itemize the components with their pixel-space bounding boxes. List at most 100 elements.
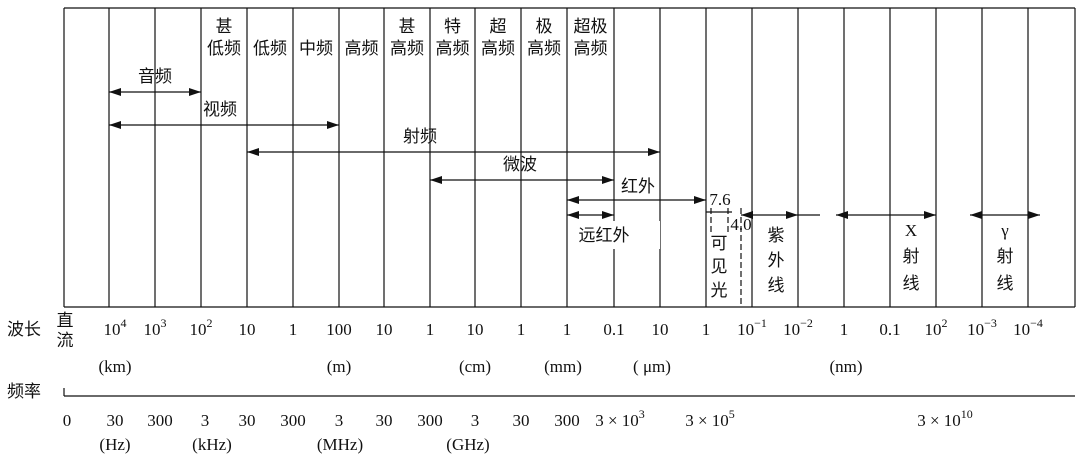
arrow-label: 红外 (621, 177, 655, 196)
arrow-head (327, 121, 339, 129)
band-label: 高频 (574, 39, 608, 58)
frequency-tick-base: 30 (107, 411, 124, 430)
wavelength-tick-exp: −2 (800, 316, 813, 330)
dc-label: 直 (57, 311, 74, 330)
edge-label: 4.0 (730, 215, 751, 234)
arrow-head (1028, 211, 1040, 219)
wavelength-tick-base: 10 (967, 320, 984, 339)
wavelength-tick-exp: 2 (942, 316, 948, 330)
arrow-label: 视频 (203, 100, 237, 119)
wavelength-tick-base: 1 (840, 320, 849, 339)
unit-label: (mm) (544, 357, 582, 376)
unit-label: (kHz) (192, 435, 232, 454)
region-label: 射 (903, 247, 920, 266)
region-label: γ (1000, 221, 1009, 240)
band-label: 低频 (253, 39, 287, 58)
arrow-head (694, 196, 706, 204)
wavelength-tick: 1 (702, 320, 711, 339)
band-label: 高频 (436, 39, 470, 58)
dc-label: 流 (57, 331, 74, 350)
frequency-tick-base: 300 (417, 411, 443, 430)
wavelength-tick-base: 10 (737, 320, 754, 339)
wavelength-tick: 1 (426, 320, 435, 339)
unit-label: (cm) (459, 357, 491, 376)
frequency-tick-exp: 5 (729, 407, 735, 421)
frequency-tick: 30 (376, 411, 393, 430)
wavelength-tick: 10 (239, 320, 256, 339)
wavelength-tick-base: 10 (652, 320, 669, 339)
wavelength-tick: 10−4 (1013, 316, 1043, 339)
unit-label: ( μm) (633, 357, 671, 376)
frequency-tick-base: 300 (147, 411, 173, 430)
region-label: 线 (768, 276, 785, 295)
band-label: 特 (444, 17, 461, 36)
wavelength-tick-base: 1 (563, 320, 572, 339)
wavelength-tick: 103 (144, 316, 167, 339)
unit-label: (km) (98, 357, 131, 376)
region-label: 外 (768, 251, 785, 270)
wavelength-tick: 104 (104, 316, 127, 339)
wavelength-tick-exp: 4 (121, 316, 127, 330)
arrow-head (602, 176, 614, 184)
frequency-tick-base: 30 (239, 411, 256, 430)
region-label: 见 (711, 257, 728, 276)
wavelength-tick: 0.1 (879, 320, 900, 339)
axis-label: 波长 (7, 320, 41, 339)
wavelength-tick-base: 0.1 (603, 320, 624, 339)
band-label: 超极 (574, 17, 608, 36)
label-bg (590, 221, 660, 249)
wavelength-tick-base: 100 (326, 320, 352, 339)
wavelength-tick-base: 10 (190, 320, 207, 339)
arrow-head (602, 211, 614, 219)
region-label: X (905, 221, 917, 240)
frequency-tick-exp: 10 (961, 407, 973, 421)
unit-label: (m) (327, 357, 352, 376)
band-label: 高频 (345, 39, 379, 58)
frequency-tick: 30 (239, 411, 256, 430)
frequency-tick-base: 300 (554, 411, 580, 430)
wavelength-tick-base: 1 (517, 320, 526, 339)
arrow-head (924, 211, 936, 219)
wavelength-tick: 1 (563, 320, 572, 339)
frequency-tick: 300 (147, 411, 173, 430)
axis-label: 频率 (7, 382, 41, 401)
arrow-head (567, 196, 579, 204)
frequency-tick-base: 30 (376, 411, 393, 430)
band-label: 高频 (481, 39, 515, 58)
band-label: 甚 (216, 17, 233, 36)
wavelength-tick-exp: −3 (984, 316, 997, 330)
frequency-tick-base: 0 (63, 411, 72, 430)
wavelength-tick: 102 (925, 316, 948, 339)
wavelength-tick: 10−1 (737, 316, 767, 339)
frequency-tick: 30 (107, 411, 124, 430)
wavelength-tick: 10 (467, 320, 484, 339)
arrow-head (970, 211, 982, 219)
arrow-head (247, 148, 259, 156)
region-label: 光 (711, 281, 728, 300)
wavelength-tick-exp: −1 (754, 316, 767, 330)
wavelength-tick: 100 (326, 320, 352, 339)
frequency-tick: 300 (417, 411, 443, 430)
region-label: 可 (711, 234, 728, 253)
wavelength-tick: 10−3 (967, 316, 997, 339)
band-label: 中频 (299, 39, 333, 58)
band-label: 极 (536, 17, 553, 36)
arrow-label: 射频 (403, 127, 437, 146)
frequency-tick: 300 (280, 411, 306, 430)
arrow-head (836, 211, 848, 219)
arrow-label: 远红外 (579, 226, 630, 245)
frequency-tick-base: 3 × 10 (595, 411, 639, 430)
wavelength-tick-exp: −4 (1030, 316, 1043, 330)
wavelength-tick: 10 (376, 320, 393, 339)
arrow-head (741, 211, 753, 219)
region-label: 线 (997, 274, 1014, 293)
band-label: 甚 (399, 17, 416, 36)
wavelength-tick-base: 10 (239, 320, 256, 339)
unit-label: (nm) (829, 357, 862, 376)
arrow-head (786, 211, 798, 219)
frequency-tick: 3 × 105 (685, 407, 735, 430)
wavelength-tick-base: 1 (426, 320, 435, 339)
wavelength-tick-base: 10 (467, 320, 484, 339)
wavelength-tick: 10−2 (783, 316, 813, 339)
